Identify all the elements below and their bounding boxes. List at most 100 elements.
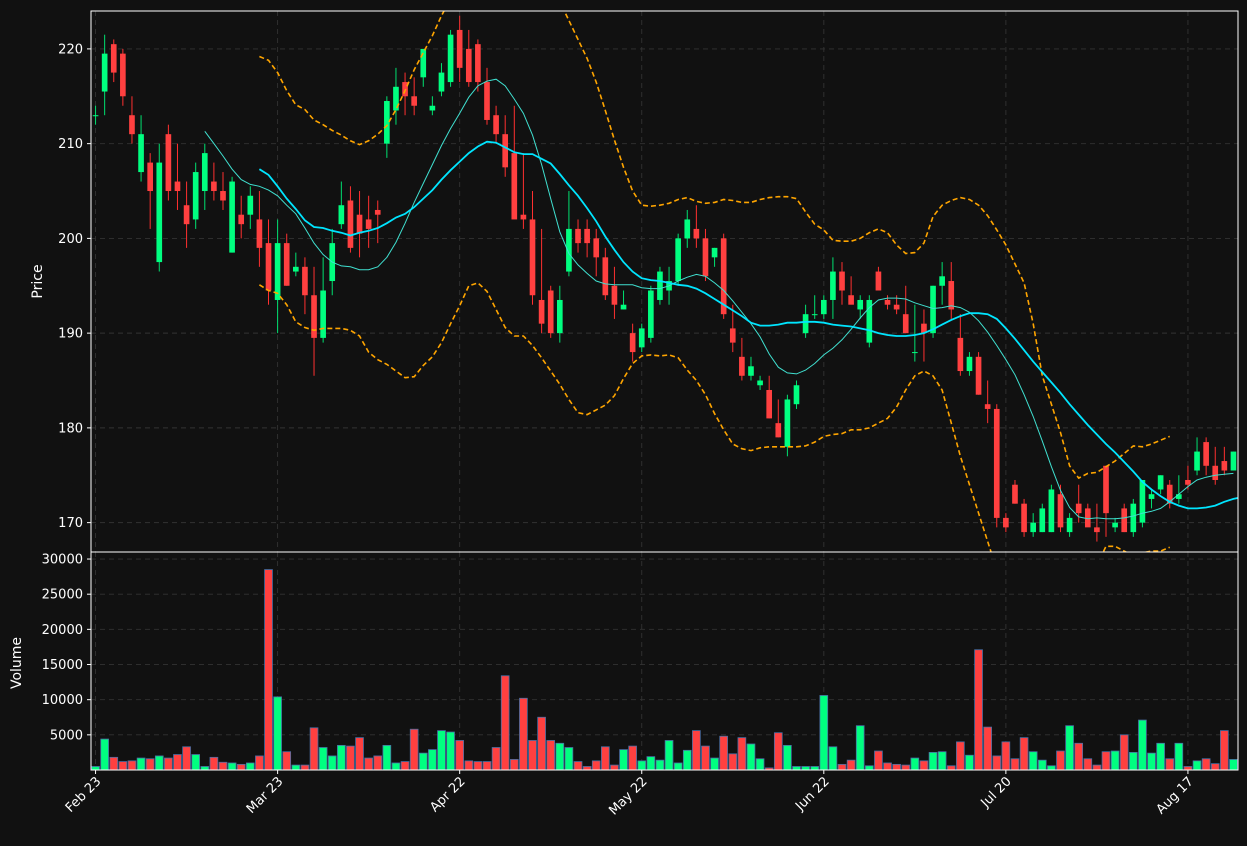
candle-body <box>1121 508 1128 533</box>
volume-bar <box>118 761 128 770</box>
volume-bar <box>1201 758 1211 770</box>
volume-bar <box>364 757 373 770</box>
volume-bar <box>628 745 637 770</box>
candle-body <box>748 366 754 376</box>
volume-bar <box>173 754 182 770</box>
volume-bar <box>382 744 392 770</box>
lower-band-line <box>258 281 1171 552</box>
volume-bar <box>1001 741 1011 770</box>
candle-body <box>475 44 481 83</box>
candle-body <box>866 299 873 343</box>
volume-bar <box>455 740 464 770</box>
volume-bar <box>255 755 264 770</box>
volume-bar <box>145 758 155 770</box>
candle-body <box>1039 508 1046 533</box>
candle-body <box>1157 475 1164 490</box>
volume-bar <box>564 747 574 770</box>
candle-body <box>1176 494 1182 499</box>
candle-body <box>292 266 299 272</box>
volume-bar <box>673 762 683 770</box>
volume-bar <box>491 747 501 770</box>
candle-body <box>101 53 108 92</box>
volume-bar <box>1156 742 1165 770</box>
grid-lines <box>91 11 1238 770</box>
volume-tick-label: 20000 <box>42 623 83 638</box>
candle-body <box>702 238 709 277</box>
volume-bar <box>828 746 838 770</box>
candle-body <box>729 328 736 343</box>
volume-panel-frame <box>90 551 1239 771</box>
volume-bar <box>974 649 983 770</box>
candle-body <box>802 314 809 334</box>
volume-bar <box>637 760 647 770</box>
candle-body <box>957 337 964 372</box>
candle-body <box>1166 484 1173 504</box>
candle-body <box>1130 503 1137 533</box>
volume-bars <box>91 569 1238 770</box>
candle-body <box>1030 522 1037 533</box>
candle-body <box>739 356 745 376</box>
candle-body <box>766 389 773 419</box>
volume-bar <box>400 761 410 770</box>
volume-bar <box>892 763 901 770</box>
candle-body <box>201 153 208 192</box>
candle-body <box>657 271 663 300</box>
volume-bar <box>573 761 583 770</box>
volume-bar <box>692 730 701 770</box>
candle-body <box>156 162 163 263</box>
volume-bar <box>227 762 237 770</box>
price-tick-label: 180 <box>58 421 83 436</box>
volume-bar <box>773 732 783 770</box>
fast-moving-average-line <box>204 78 1234 520</box>
volume-bar <box>710 757 719 770</box>
volume-bar <box>1101 751 1111 770</box>
candle-body <box>1112 522 1118 528</box>
volume-bar <box>837 763 847 770</box>
date-tick-label: Feb 23 <box>63 774 105 816</box>
volume-axis-label: Volume <box>9 637 25 689</box>
candle-body <box>1185 479 1191 485</box>
volume-bar <box>1210 763 1220 770</box>
candle-body <box>693 228 700 239</box>
volume-bar <box>682 749 692 770</box>
volume-bar <box>273 696 282 770</box>
candle-body <box>638 328 645 348</box>
candle-body <box>939 276 945 286</box>
price-tick-label: 190 <box>58 327 83 342</box>
volume-bar <box>1138 719 1147 770</box>
volume-bar <box>801 766 810 770</box>
volume-bar <box>91 766 100 770</box>
candle-body <box>830 271 836 300</box>
candle-body <box>893 304 900 310</box>
candle-body <box>820 299 827 315</box>
candle-body <box>1003 517 1009 528</box>
volume-bar <box>264 569 273 770</box>
candle-body <box>757 380 763 386</box>
volume-bar <box>846 759 856 770</box>
candle-body <box>238 214 245 225</box>
candle-body <box>584 228 590 244</box>
volume-bar <box>1083 758 1093 770</box>
candle-body <box>538 299 545 324</box>
volume-bar <box>555 742 565 770</box>
volume-bar <box>519 697 528 770</box>
candle-body <box>256 219 263 248</box>
slow-moving-average-line <box>258 140 1238 510</box>
candle-body <box>793 385 800 405</box>
candle-body <box>784 399 791 447</box>
volume-bar <box>1119 734 1129 770</box>
candle-body <box>165 134 172 192</box>
candle-body <box>1066 517 1073 533</box>
candle-body <box>192 172 199 220</box>
candle-body <box>611 285 618 305</box>
volume-bar <box>391 762 401 770</box>
candle-body <box>429 105 436 111</box>
volume-bar <box>1056 750 1065 770</box>
volume-bar <box>965 754 974 770</box>
volume-bar <box>901 764 911 770</box>
volume-bar <box>874 750 883 770</box>
volume-tick-label: 15000 <box>42 658 83 673</box>
volume-bar <box>992 755 1002 770</box>
candle-body <box>966 356 973 372</box>
candle-body <box>420 48 427 78</box>
